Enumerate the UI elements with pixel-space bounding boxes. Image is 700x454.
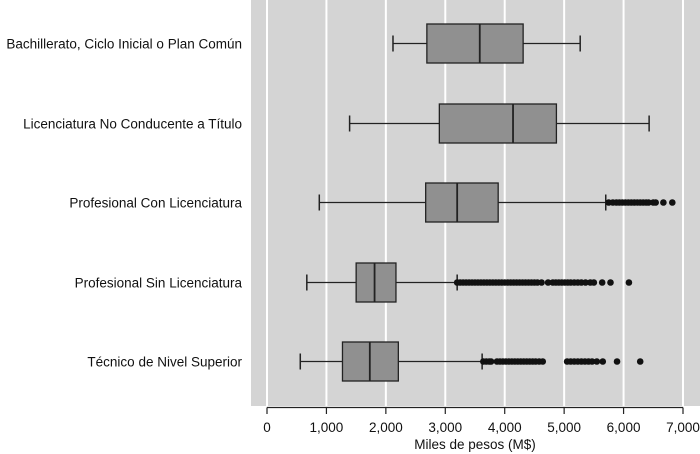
box-group — [299, 341, 644, 382]
outlier-point — [590, 279, 598, 286]
category-labels: Bachillerato, Ciclo Inicial o Plan Común… — [6, 37, 242, 370]
x-axis-tick-labels: 0 1,000 2,000 3,000 4,000 5,000 6,000 7,… — [263, 420, 700, 435]
x-tick-label: 0 — [263, 420, 271, 435]
outlier-point — [598, 279, 606, 286]
outlier-point — [538, 279, 545, 286]
outlier-point — [636, 358, 644, 365]
box-iqr — [425, 182, 499, 223]
outlier-point — [599, 358, 607, 365]
outlier-point — [607, 279, 614, 286]
outlier-point — [593, 358, 601, 365]
category-label: Profesional Sin Licenciatura — [75, 276, 243, 291]
outlier-point — [539, 358, 547, 365]
x-axis-ticks — [266, 407, 684, 414]
box-group — [318, 182, 676, 223]
box-group — [392, 23, 581, 64]
outlier-point — [544, 279, 552, 286]
x-tick-label: 5,000 — [547, 420, 581, 435]
outlier-point — [487, 358, 495, 365]
x-tick-label: 3,000 — [428, 420, 462, 435]
category-label: Bachillerato, Ciclo Inicial o Plan Común — [6, 37, 242, 52]
category-label: Licenciatura No Conducente a Título — [23, 117, 242, 132]
x-tick-label: 6,000 — [607, 420, 641, 435]
x-tick-label: 2,000 — [369, 420, 403, 435]
box-group — [348, 103, 650, 144]
box-group — [306, 262, 633, 303]
x-axis-title: Miles de pesos (M$) — [414, 437, 536, 452]
box-iqr — [438, 103, 558, 144]
x-tick-label: 7,000 — [666, 420, 700, 435]
outlier-point — [645, 199, 652, 206]
x-tick-label: 4,000 — [488, 420, 522, 435]
box-iqr — [426, 23, 524, 64]
outlier-point — [669, 199, 676, 206]
box-iqr — [355, 262, 397, 303]
outlier-point — [582, 279, 589, 286]
category-label: Profesional Con Licenciatura — [69, 196, 242, 211]
outlier-point — [613, 358, 621, 365]
x-tick-label: 1,000 — [310, 420, 344, 435]
outlier-point — [588, 358, 596, 365]
category-label: Técnico de Nivel Superior — [87, 355, 242, 370]
outlier-point — [652, 199, 659, 206]
boxes — [299, 23, 676, 382]
outlier-point — [625, 279, 633, 286]
outlier-point — [660, 199, 667, 206]
